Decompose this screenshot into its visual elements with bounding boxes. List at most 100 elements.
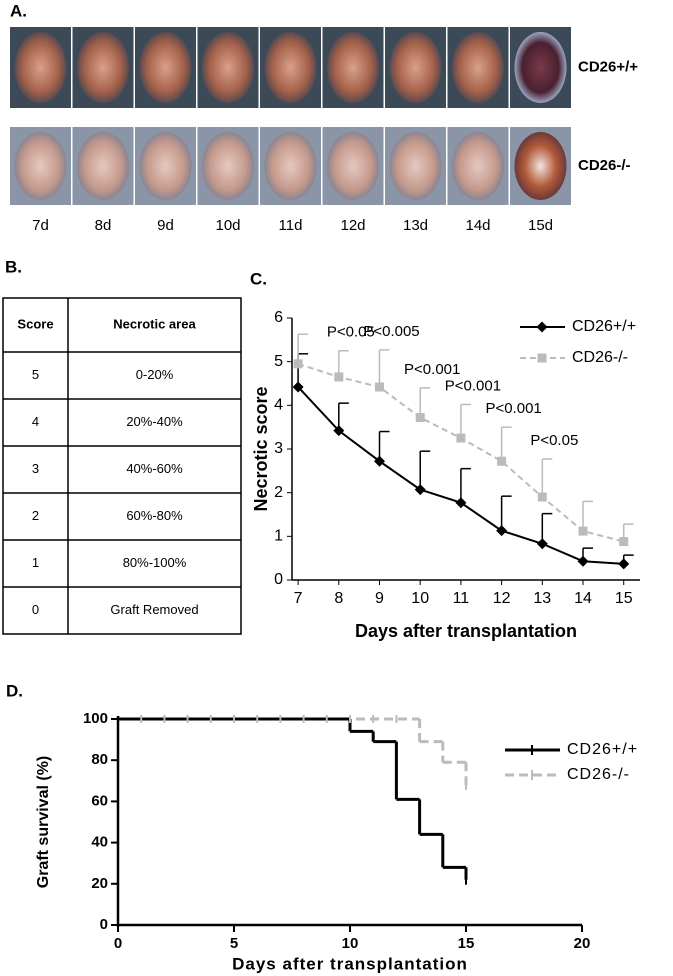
x-tick-label: 14 (574, 590, 592, 607)
marker (455, 497, 467, 509)
y-tick-label: 4 (274, 397, 283, 414)
y-tick-label: 6 (274, 309, 283, 326)
y-tick-label: 2 (274, 484, 283, 501)
photo-graft (77, 132, 129, 200)
table-header: Necrotic area (113, 316, 196, 331)
table-cell: 4 (32, 414, 39, 429)
marker (619, 537, 629, 547)
photo-graft (14, 132, 67, 200)
photo-graft (514, 132, 567, 200)
panel-label: D. (6, 681, 23, 700)
marker (618, 558, 630, 570)
photo-graft (389, 132, 442, 200)
day-label: 13d (403, 217, 428, 234)
marker (537, 492, 547, 502)
legend-marker (537, 353, 547, 363)
day-label: 11d (279, 217, 303, 234)
legend-label: CD26-/- (567, 766, 630, 783)
photo-graft (327, 32, 379, 103)
legend-label: CD26-/- (572, 349, 628, 366)
table-cell: 60%-80% (126, 508, 183, 523)
y-tick-label: 5 (274, 353, 283, 370)
photo-graft (264, 32, 317, 103)
x-axis-title: Days after transplantation (355, 621, 577, 641)
y-tick-label: 40 (91, 834, 108, 851)
day-label: 12d (340, 217, 365, 234)
photo-graft (452, 32, 504, 103)
annotation: P<0.001 (485, 400, 541, 417)
marker (536, 538, 548, 550)
day-label: 9d (157, 217, 174, 234)
marker (375, 382, 385, 392)
marker (334, 372, 344, 382)
day-label: 8d (95, 217, 112, 234)
annotation: P<0.05 (327, 324, 375, 341)
table-cell: 0-20% (136, 367, 174, 382)
day-label: 7d (32, 217, 49, 234)
marker (577, 555, 589, 567)
table-cell: 1 (32, 555, 39, 570)
legend-label: CD26+/+ (572, 318, 636, 335)
table-cell: 3 (32, 461, 39, 476)
marker (496, 525, 508, 537)
y-tick-label: 80 (91, 751, 108, 768)
table-cell: 0 (32, 602, 39, 617)
table-cell: 2 (32, 508, 39, 523)
photo-graft (264, 132, 317, 200)
x-tick-label: 20 (574, 935, 591, 952)
marker (415, 413, 425, 423)
table-cell: Graft Removed (110, 602, 198, 617)
x-tick-label: 7 (294, 590, 303, 607)
x-tick-label: 12 (493, 590, 511, 607)
x-tick-label: 11 (453, 590, 470, 607)
y-tick-label: 1 (274, 528, 283, 545)
marker (456, 433, 466, 443)
y-tick-label: 3 (274, 440, 283, 457)
marker (374, 455, 386, 467)
legend-label: CD26+/+ (567, 741, 638, 758)
photo-graft (14, 32, 67, 103)
x-tick-label: 5 (230, 935, 238, 952)
day-label: 15d (528, 217, 553, 234)
x-tick-label: 8 (334, 590, 343, 607)
table-cell: 80%-100% (123, 555, 187, 570)
day-label: 14d (465, 217, 490, 234)
panel-label: B. (5, 257, 22, 276)
y-tick-label: 0 (100, 916, 108, 933)
marker (292, 381, 304, 393)
y-axis-title: Necrotic score (251, 386, 271, 511)
panel-label: C. (250, 269, 267, 288)
photo-graft (389, 32, 442, 103)
table-cell: 20%-40% (126, 414, 183, 429)
y-tick-label: 20 (91, 875, 108, 892)
row-label: CD26+/+ (578, 58, 638, 75)
x-axis-title: Days after transplantation (232, 954, 468, 973)
marker (578, 526, 588, 536)
y-axis-title: Graft survival (%) (35, 756, 52, 888)
annotation: P<0.001 (404, 361, 460, 378)
photo-graft (77, 32, 129, 103)
marker (293, 359, 303, 369)
annotation: P<0.005 (363, 323, 419, 340)
y-tick-label: 100 (83, 710, 108, 727)
day-label: 10d (215, 217, 240, 234)
photo-graft (514, 32, 567, 103)
x-tick-label: 9 (375, 590, 384, 607)
photo-graft (139, 132, 192, 200)
x-tick-label: 15 (615, 590, 633, 607)
y-tick-label: 60 (91, 792, 108, 809)
panel-label: A. (10, 1, 27, 20)
photo-graft (139, 32, 192, 103)
x-tick-label: 10 (342, 935, 359, 952)
photo-graft (327, 132, 379, 200)
marker (414, 484, 426, 496)
legend-marker (536, 321, 548, 333)
photo-graft (202, 132, 254, 200)
row-label: CD26-/- (578, 157, 631, 174)
x-tick-label: 10 (411, 590, 429, 607)
table-header: Score (17, 316, 53, 331)
photo-graft (452, 132, 504, 200)
y-tick-label: 0 (274, 571, 283, 588)
x-tick-label: 0 (114, 935, 122, 952)
